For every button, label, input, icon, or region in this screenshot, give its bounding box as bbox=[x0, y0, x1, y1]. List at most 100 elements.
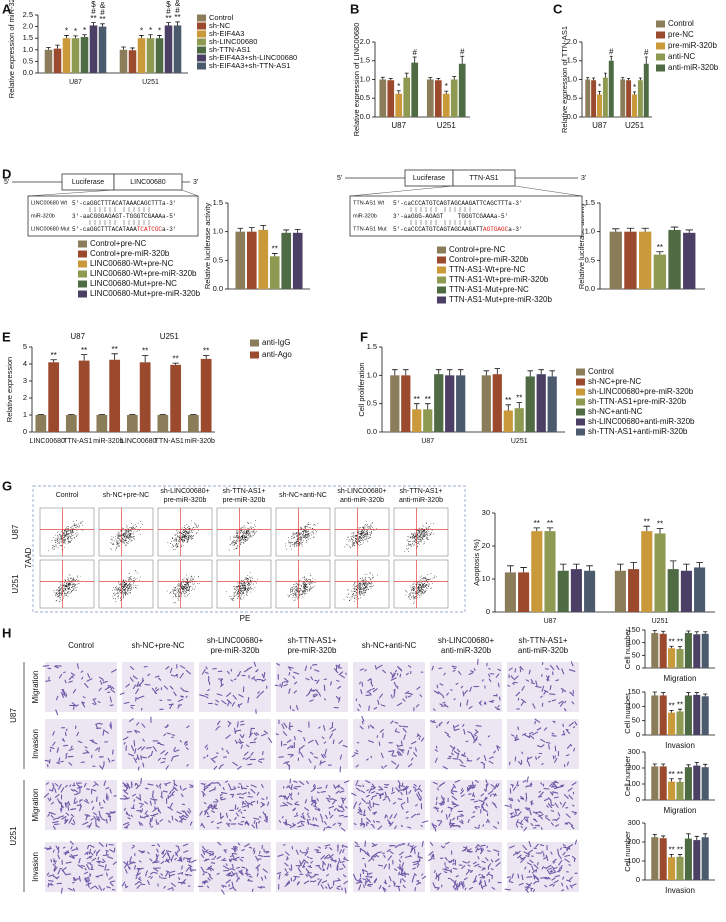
error-bar bbox=[392, 369, 398, 376]
sequence-part: 5'-caCCCATGTCAGTAGCAAGATT bbox=[393, 226, 483, 233]
three-prime: 3' bbox=[581, 175, 586, 182]
significance-label: * bbox=[445, 82, 448, 91]
significance-label: * bbox=[633, 83, 636, 92]
significance-label: ** bbox=[165, 14, 171, 23]
error-bar bbox=[546, 527, 554, 532]
x-axis-label: Invasion bbox=[665, 741, 695, 750]
error-bar bbox=[538, 369, 544, 375]
error-bar bbox=[380, 76, 385, 80]
flow-gates bbox=[394, 560, 448, 608]
legend-label: Control bbox=[588, 367, 614, 376]
callout-lines bbox=[349, 185, 583, 197]
y-tick-label: 0.5 bbox=[585, 255, 595, 264]
error-bar bbox=[139, 35, 144, 39]
legend-swatch bbox=[197, 46, 206, 54]
bar bbox=[638, 231, 652, 289]
bar bbox=[65, 415, 77, 432]
legend-label: sh-NC+anti-NC bbox=[588, 407, 643, 416]
significance-label: ** bbox=[112, 345, 118, 354]
y-tick-label: 0.5 bbox=[567, 93, 577, 102]
flow-y-label: 7AAD bbox=[24, 547, 33, 568]
significance-label: ** bbox=[203, 347, 209, 356]
error-bar bbox=[457, 369, 464, 376]
bar bbox=[701, 633, 709, 668]
x-tick-label: LINC00680 bbox=[121, 438, 157, 445]
sequence-part: 5'-caGGCTTTACATAAA bbox=[72, 226, 137, 233]
flow-column-label: pre-miR-320b bbox=[223, 497, 266, 504]
y-axis-label: Relative expression bbox=[5, 357, 14, 422]
y-tick-label: 0.5 bbox=[367, 399, 377, 408]
flow-x-label: PE bbox=[240, 614, 251, 623]
error-bar bbox=[172, 362, 179, 365]
bar bbox=[35, 415, 47, 432]
legend-label: pre-miR-320b bbox=[668, 41, 717, 50]
significance-label: ** bbox=[677, 700, 683, 709]
stained-cells bbox=[42, 663, 117, 716]
bar bbox=[683, 232, 696, 289]
legend-label: sh-TTN-AS1+anti-miR-320b bbox=[588, 427, 688, 436]
panel-letter: D bbox=[2, 166, 11, 181]
significance-label: * bbox=[149, 26, 152, 35]
sequence-box bbox=[27, 195, 199, 237]
error-bar bbox=[703, 833, 708, 838]
error-bar bbox=[638, 77, 642, 81]
flow-plot bbox=[275, 507, 331, 557]
legend-swatch bbox=[437, 246, 446, 254]
legend-swatch bbox=[656, 20, 665, 28]
flow-gates bbox=[158, 508, 212, 556]
error-bar bbox=[436, 77, 441, 81]
bar bbox=[492, 374, 502, 432]
bar bbox=[423, 409, 433, 432]
legend-label: LINC00680-Wt+pre-NC bbox=[90, 259, 174, 268]
stained-cells bbox=[199, 661, 268, 714]
error-bar bbox=[91, 22, 96, 26]
error-bar bbox=[656, 251, 664, 255]
bar bbox=[426, 79, 434, 117]
sequence: 5'-caGGCTTTACATAAACAGCTTTa-3' bbox=[72, 200, 176, 207]
legend-swatch bbox=[197, 38, 206, 46]
bar bbox=[614, 570, 626, 612]
legend-label: Control bbox=[668, 19, 694, 28]
flow-column-label: sh-LINC00680+ bbox=[160, 488, 209, 495]
bar bbox=[71, 38, 80, 73]
micrograph bbox=[199, 662, 271, 712]
error-bar bbox=[694, 762, 699, 766]
micrograph-column-label: sh-LINC00680+ bbox=[207, 636, 264, 645]
panel-letter: H bbox=[2, 625, 11, 640]
micrograph-column-label: sh-NC+pre-NC bbox=[131, 641, 184, 650]
micrograph bbox=[353, 662, 425, 712]
x-tick-label: U87 bbox=[391, 121, 406, 130]
micrograph-column-label: sh-LINC00680+ bbox=[438, 636, 495, 645]
y-tick-label: 0 bbox=[486, 607, 490, 616]
error-bar bbox=[686, 833, 691, 839]
sequence: 5'-caCCCATGTCAGTAGCAAGATTCAGCTTTa-3' bbox=[393, 200, 523, 207]
error-bar bbox=[598, 91, 601, 95]
y-tick-label: 0 bbox=[636, 875, 640, 884]
y-tick-label: 1.0 bbox=[23, 45, 33, 54]
y-tick-label: 1 bbox=[23, 410, 27, 419]
y-tick-label: 2.5 bbox=[23, 10, 33, 19]
bar bbox=[570, 569, 582, 612]
legend-swatch bbox=[656, 53, 665, 61]
error-bar bbox=[609, 55, 613, 61]
bar bbox=[653, 254, 667, 289]
legend-label: Control bbox=[209, 13, 234, 22]
flow-gates bbox=[335, 560, 389, 608]
bar bbox=[53, 48, 62, 73]
y-tick-label: 4 bbox=[23, 359, 27, 368]
bar bbox=[504, 572, 516, 612]
error-bar bbox=[686, 764, 691, 768]
bar bbox=[503, 410, 513, 432]
y-tick-label: 1.0 bbox=[367, 370, 377, 379]
legend-label: anti-NC bbox=[668, 52, 695, 61]
error-bar bbox=[559, 563, 567, 571]
stained-cells bbox=[351, 715, 425, 770]
error-bar bbox=[175, 21, 180, 26]
bar bbox=[128, 50, 137, 73]
y-axis-label: Relative luciferase activity bbox=[203, 203, 212, 290]
stained-cells bbox=[278, 778, 350, 832]
error-bar bbox=[494, 368, 501, 375]
y-tick-label: 30 bbox=[482, 508, 490, 517]
legend-swatch bbox=[78, 270, 87, 278]
